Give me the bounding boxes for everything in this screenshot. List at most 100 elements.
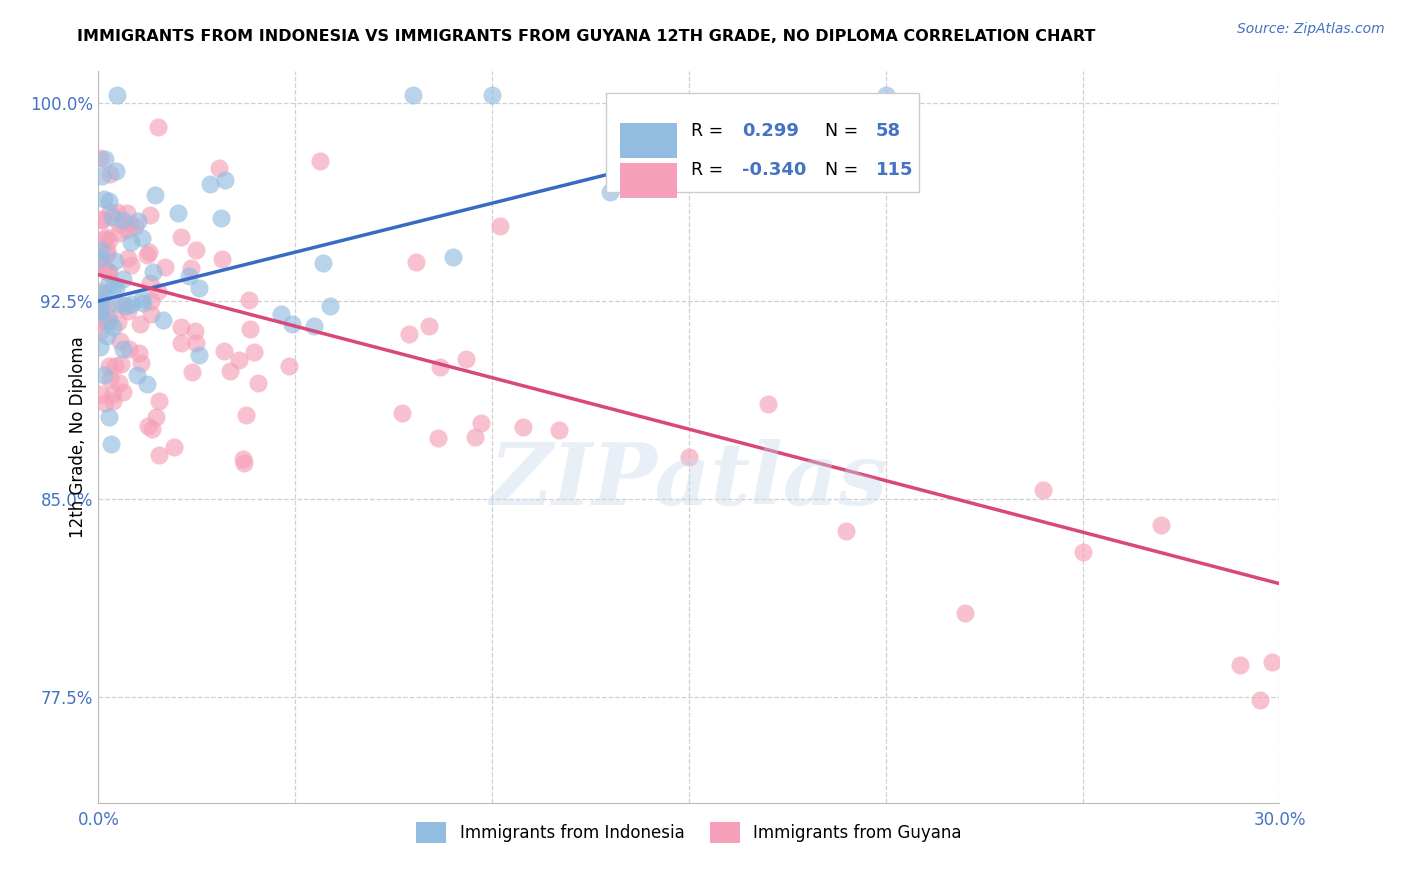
Point — [181, 365, 204, 379]
Point — [97, 233, 120, 247]
Point — [1032, 483, 1054, 497]
Text: 58: 58 — [876, 122, 901, 140]
Point — [90, 292, 112, 306]
Point — [139, 307, 162, 321]
Point — [97, 265, 120, 279]
Point — [93, 192, 115, 206]
Point — [94, 396, 117, 410]
Point — [101, 320, 124, 334]
Point — [309, 154, 332, 169]
Point — [103, 254, 125, 268]
Point — [1249, 692, 1271, 706]
Point — [717, 145, 740, 159]
Point — [105, 205, 128, 219]
Text: N =: N = — [825, 122, 863, 140]
Point — [89, 252, 111, 266]
Point — [398, 327, 420, 342]
Point — [112, 298, 135, 312]
Text: IMMIGRANTS FROM INDONESIA VS IMMIGRANTS FROM GUYANA 12TH GRADE, NO DIPLOMA CORRE: IMMIGRANTS FROM INDONESIA VS IMMIGRANTS … — [77, 29, 1095, 44]
Point — [235, 409, 257, 423]
Y-axis label: 12th Grade, No Diploma: 12th Grade, No Diploma — [69, 336, 87, 538]
Point — [131, 292, 153, 306]
Point — [427, 431, 450, 445]
Point — [104, 281, 127, 295]
Point — [94, 232, 117, 246]
Point — [111, 384, 134, 399]
Text: N =: N = — [825, 161, 863, 179]
Point — [155, 260, 177, 274]
Point — [101, 210, 124, 224]
Text: 115: 115 — [876, 161, 912, 179]
Point — [98, 372, 121, 386]
Point — [212, 344, 235, 359]
Point — [136, 248, 159, 262]
Point — [115, 205, 138, 219]
Point — [98, 314, 121, 328]
Point — [98, 167, 121, 181]
Point — [93, 152, 115, 166]
Point — [93, 368, 115, 383]
Point — [163, 440, 186, 454]
Point — [1260, 655, 1282, 669]
Point — [233, 456, 256, 470]
Point — [94, 229, 117, 244]
Point — [875, 88, 897, 103]
Point — [91, 211, 114, 226]
Point — [96, 247, 118, 261]
Point — [96, 265, 118, 279]
Point — [105, 88, 128, 103]
Point — [512, 420, 534, 434]
Point — [91, 313, 114, 327]
Point — [146, 120, 169, 134]
Text: -0.340: -0.340 — [742, 161, 807, 179]
Point — [211, 252, 233, 267]
Point — [198, 177, 221, 191]
Point — [142, 265, 165, 279]
Point — [170, 336, 193, 351]
Point — [141, 294, 163, 309]
Point — [247, 376, 270, 390]
Point — [678, 450, 700, 464]
Point — [108, 226, 131, 240]
Bar — [620, 162, 678, 198]
Point — [180, 260, 202, 275]
Point — [152, 313, 174, 327]
Point — [136, 376, 159, 391]
Point — [97, 263, 120, 277]
Point — [756, 397, 779, 411]
Point — [548, 423, 571, 437]
Point — [429, 360, 451, 375]
Point — [131, 296, 153, 310]
Point — [128, 345, 150, 359]
Point — [488, 219, 510, 234]
Point — [96, 244, 118, 258]
FancyBboxPatch shape — [606, 94, 920, 192]
Point — [418, 318, 440, 333]
Point — [138, 419, 160, 434]
Point — [209, 211, 232, 225]
Point — [239, 322, 262, 336]
Point — [93, 260, 115, 274]
Point — [103, 277, 125, 292]
Text: R =: R = — [692, 122, 730, 140]
Point — [243, 345, 266, 359]
Point — [138, 244, 160, 259]
Point — [97, 310, 120, 325]
Point — [108, 217, 131, 231]
Point — [103, 394, 125, 409]
Point — [145, 409, 167, 424]
Point — [89, 293, 111, 307]
Point — [96, 329, 118, 343]
Point — [97, 359, 120, 374]
Point — [405, 255, 427, 269]
Point — [481, 88, 503, 103]
Point — [454, 351, 477, 366]
Point — [319, 299, 342, 313]
Point — [89, 324, 111, 338]
Point — [131, 231, 153, 245]
Point — [101, 387, 124, 401]
Point — [115, 299, 138, 313]
Point — [105, 164, 128, 178]
Point — [169, 229, 191, 244]
Point — [391, 406, 413, 420]
